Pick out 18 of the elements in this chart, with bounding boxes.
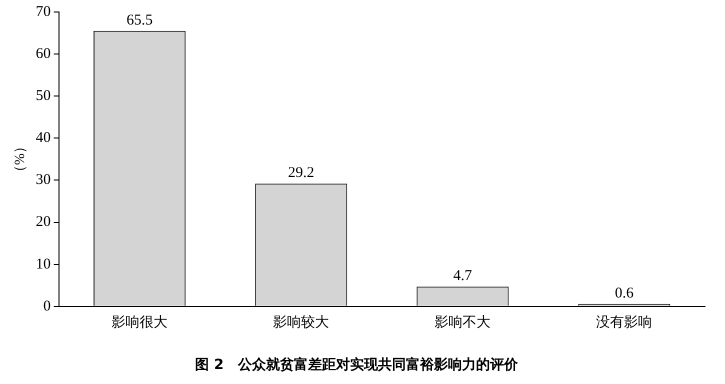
y-axis-title: （%） [13,139,28,180]
x-tick-label: 影响不大 [434,314,491,330]
data-label: 29.2 [288,165,314,182]
data-label: 4.7 [453,268,473,284]
x-tick-label: 没有影响 [596,314,652,330]
y-tick-label: 40 [36,130,51,146]
y-tick-label: 50 [36,88,51,104]
y-tick-label: 70 [36,4,51,20]
data-label: 0.6 [614,285,634,302]
x-tick-label: 影响很大 [112,314,168,330]
data-label: 65.5 [126,12,153,28]
y-tick-label: 0 [43,298,51,314]
y-tick-label: 10 [36,256,51,272]
y-tick-label: 20 [36,214,51,230]
text: 图 2 公众就贫富差距对实现共同富裕影响力的评价 [195,356,519,374]
y-tick-label: 30 [36,172,51,188]
y-tick-label: 60 [36,46,51,62]
x-tick-label: 影响较大 [273,314,330,330]
